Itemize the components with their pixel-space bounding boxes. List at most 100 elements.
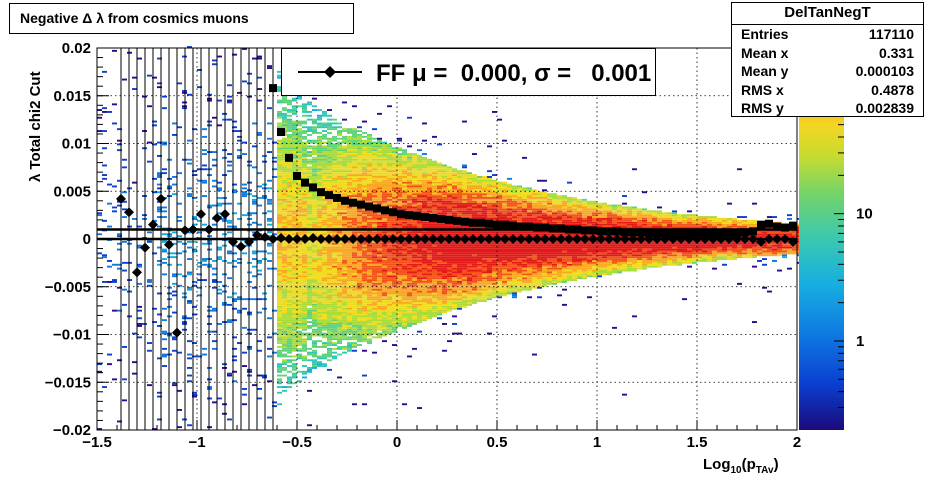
heatmap-cell — [452, 273, 457, 276]
heatmap-cell — [287, 187, 292, 190]
heatmap-cell — [312, 313, 317, 316]
heatmap-cell — [352, 305, 357, 308]
heatmap-cell — [407, 195, 412, 197]
heatmap-cell — [362, 141, 367, 144]
heatmap-cell — [427, 296, 432, 299]
heatmap-cell — [257, 204, 262, 207]
heatmap-cell — [367, 305, 372, 308]
heatmap-cell — [292, 326, 297, 329]
heatmap-cell — [367, 158, 372, 161]
heatmap-cell — [402, 202, 407, 205]
heatmap-cell — [332, 277, 337, 280]
heatmap-cell — [317, 221, 322, 224]
heatmap-cell — [322, 357, 327, 360]
heatmap-cell — [467, 181, 472, 184]
heatmap-cell — [407, 290, 412, 293]
heatmap-cell — [347, 260, 352, 262]
heatmap-cell — [472, 275, 477, 278]
heatmap-cell — [447, 208, 452, 211]
heatmap-cell — [422, 281, 427, 283]
heatmap-cell — [412, 317, 417, 320]
heatmap-cell — [337, 214, 342, 217]
heatmap-cell — [317, 273, 322, 276]
heatmap-cell — [287, 338, 292, 341]
heatmap-cell — [317, 231, 322, 234]
heatmap-cell — [97, 109, 102, 111]
heatmap-cell — [422, 202, 427, 205]
heatmap-cell — [292, 130, 297, 132]
heatmap-cell — [307, 168, 312, 171]
heatmap-cell — [347, 282, 352, 285]
heatmap-cell — [377, 197, 382, 199]
heatmap-cell — [447, 225, 452, 228]
heatmap-cell — [342, 265, 347, 268]
heatmap-cell — [337, 334, 342, 337]
heatmap-cell — [292, 323, 297, 325]
heatmap-cell — [352, 338, 357, 341]
heatmap-cell — [372, 250, 377, 253]
heatmap-cell — [402, 219, 407, 222]
heatmap-cell — [327, 149, 332, 152]
heatmap-cell — [302, 242, 307, 245]
heatmap-cell — [282, 206, 287, 209]
heatmap-cell — [397, 294, 402, 297]
heatmap-cell — [292, 248, 297, 251]
heatmap-cell — [287, 370, 292, 373]
heatmap-cell — [467, 195, 472, 197]
heatmap-cell — [287, 279, 292, 281]
heatmap-cell — [337, 168, 342, 171]
heatmap-cell — [332, 216, 337, 218]
heatmap-cell — [187, 380, 192, 383]
heatmap-cell — [382, 168, 387, 171]
heatmap-cell — [427, 254, 432, 257]
heatmap-cell — [312, 263, 317, 266]
heatmap-cell — [377, 315, 382, 318]
heatmap-cell — [387, 200, 392, 203]
heatmap-cell — [407, 271, 412, 274]
heatmap-cell — [277, 370, 282, 373]
heatmap-cell — [452, 307, 457, 310]
heatmap-cell — [397, 302, 402, 304]
heatmap-cell — [367, 219, 372, 222]
heatmap-cell — [357, 269, 362, 272]
heatmap-cell — [377, 321, 382, 323]
heatmap-cell — [332, 240, 337, 243]
heatmap-cell — [312, 344, 317, 346]
heatmap-cell — [297, 325, 302, 327]
heatmap-cell — [157, 216, 162, 218]
heatmap-cell — [357, 212, 362, 215]
heatmap-cell — [327, 328, 332, 331]
heatmap-cell — [362, 277, 367, 280]
heatmap-cell — [157, 357, 162, 360]
heatmap-cell — [227, 321, 232, 323]
heatmap-cell — [327, 176, 332, 178]
heatmap-cell — [367, 271, 372, 274]
heatmap-cell — [292, 214, 297, 217]
heatmap-cell — [367, 277, 372, 280]
heatmap-cell — [477, 246, 482, 249]
heatmap-cell — [452, 170, 457, 173]
heatmap-cell — [282, 97, 287, 100]
heatmap-cell — [407, 260, 412, 262]
heatmap-cell — [357, 284, 362, 287]
heatmap-cell — [367, 288, 372, 291]
heatmap-cell — [267, 416, 272, 419]
heatmap-cell — [392, 294, 397, 297]
heatmap-cell — [387, 261, 392, 264]
heatmap-cell — [337, 300, 342, 302]
heatmap-cell — [122, 399, 127, 402]
heatmap-cell — [312, 248, 317, 251]
heatmap-cell — [192, 393, 197, 396]
heatmap-cell — [397, 303, 402, 306]
heatmap-cell — [472, 271, 477, 274]
heatmap-cell — [252, 202, 257, 205]
heatmap-cell — [312, 267, 317, 270]
heatmap-cell — [467, 206, 472, 209]
heatmap-cell — [447, 303, 452, 306]
heatmap-cell — [287, 252, 292, 255]
heatmap-cell — [357, 275, 362, 278]
heatmap-cell — [282, 258, 287, 260]
heatmap-cell — [457, 231, 462, 234]
heatmap-cell — [422, 298, 427, 301]
heatmap-cell — [282, 112, 287, 115]
